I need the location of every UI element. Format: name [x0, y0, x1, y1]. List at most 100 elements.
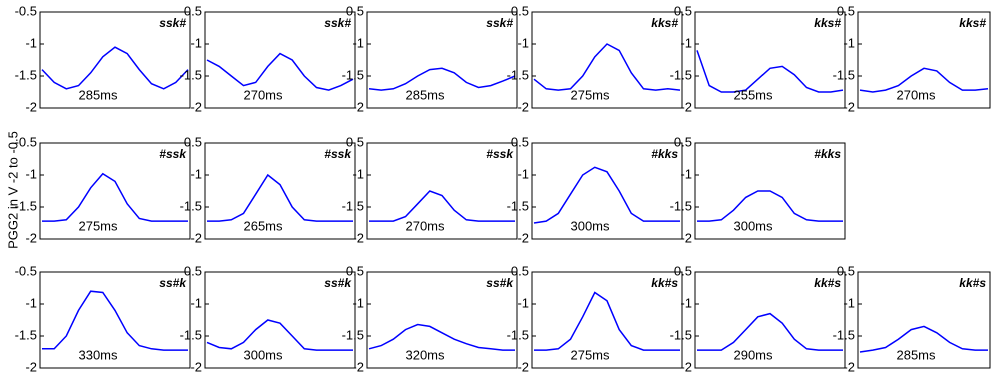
y-tick-label: -1: [25, 35, 37, 50]
panel-label: kk#s: [651, 276, 678, 290]
y-tick-label: -1: [190, 295, 202, 310]
duration-label: 275ms: [78, 218, 118, 233]
panel-label: kk#s: [959, 276, 986, 290]
y-tick-label: -2: [680, 359, 692, 374]
y-tick-label: -1: [352, 35, 364, 50]
y-tick-label: -1: [190, 35, 202, 50]
panel-frame: [39, 142, 191, 240]
panel-label: kk#s: [814, 276, 841, 290]
duration-label: 275ms: [570, 347, 610, 362]
y-tick-label: -1: [25, 295, 37, 310]
panel-frame: [204, 271, 356, 369]
line: [533, 166, 680, 224]
panel-label: #ssk: [324, 147, 352, 161]
y-tick-label: -0.5: [15, 134, 37, 149]
panel-label: ssk#: [324, 16, 351, 30]
y-tick-label: -0.5: [507, 263, 529, 278]
panel-frame: [366, 271, 518, 369]
y-tick-label: -0.5: [507, 134, 529, 149]
y-tick-label: -0.5: [670, 134, 692, 149]
panel-frame: [366, 142, 518, 240]
y-tick-label: -1.5: [342, 67, 364, 82]
panel-frame: [857, 271, 991, 369]
duration-label: 285ms: [896, 347, 936, 362]
y-tick-label: -1: [843, 35, 855, 50]
y-tick-label: -1.5: [180, 198, 202, 213]
y-tick-label: -1.5: [15, 327, 37, 342]
panel-label: #ssk: [486, 147, 514, 161]
line: [207, 173, 353, 222]
panel-label: #ssk: [159, 147, 187, 161]
y-tick-label: -1.5: [180, 327, 202, 342]
y-tick-label: -2: [517, 99, 529, 114]
y-tick-label: -2: [25, 359, 37, 374]
duration-label: 255ms: [733, 87, 773, 102]
y-tick-label: -0.5: [833, 3, 855, 18]
panel-label: ss#k: [486, 276, 514, 290]
panel-frame: [531, 11, 683, 109]
line: [42, 172, 188, 222]
y-tick-label: -2: [25, 230, 37, 245]
y-tick-label: -1.5: [507, 198, 529, 213]
duration-label: 290ms: [733, 347, 773, 362]
line: [534, 291, 680, 351]
line: [41, 46, 189, 90]
y-tick-label: -2: [25, 99, 37, 114]
y-tick-label: -2: [680, 99, 692, 114]
y-axis-label: PGG2 in V -2 to -0.5: [5, 131, 20, 249]
duration-label: 285ms: [78, 87, 118, 102]
panel-label: kks#: [651, 16, 678, 30]
y-tick-label: -1.5: [15, 67, 37, 82]
panel-frame: [39, 11, 191, 109]
duration-label: 300ms: [570, 218, 610, 233]
panel-frame: [204, 11, 356, 109]
y-tick-label: -1: [680, 295, 692, 310]
y-tick-label: -2: [190, 99, 202, 114]
y-tick-label: -0.5: [342, 3, 364, 18]
y-tick-label: -1: [680, 166, 692, 181]
y-tick-label: -2: [680, 230, 692, 245]
duration-label: 270ms: [896, 87, 936, 102]
y-tick-label: -1: [352, 295, 364, 310]
line: [697, 190, 843, 222]
y-tick-label: -1.5: [833, 327, 855, 342]
y-tick-label: -1.5: [670, 327, 692, 342]
line: [369, 190, 515, 222]
y-tick-label: -2: [517, 230, 529, 245]
panel-frame: [366, 11, 518, 109]
panel-label: ss#k: [324, 276, 352, 290]
panel-label: kks#: [814, 16, 841, 30]
panel-label: ss#k: [159, 276, 187, 290]
panel-frame: [531, 271, 683, 369]
y-tick-label: -2: [352, 99, 364, 114]
y-tick-label: -2: [843, 99, 855, 114]
y-tick-label: -0.5: [180, 263, 202, 278]
y-tick-label: -1: [25, 166, 37, 181]
y-tick-label: -1: [517, 166, 529, 181]
duration-label: 300ms: [243, 347, 283, 362]
y-tick-label: -0.5: [507, 3, 529, 18]
y-tick-label: -1.5: [342, 327, 364, 342]
y-tick-label: -2: [517, 359, 529, 374]
line: [859, 325, 988, 353]
line: [42, 290, 188, 351]
y-tick-label: -0.5: [833, 263, 855, 278]
y-tick-label: -2: [190, 230, 202, 245]
line: [368, 323, 515, 351]
y-tick-label: -0.5: [342, 263, 364, 278]
duration-label: 265ms: [243, 218, 283, 233]
duration-label: 320ms: [405, 347, 445, 362]
y-tick-label: -0.5: [180, 3, 202, 18]
panel-label: ssk#: [486, 16, 513, 30]
y-tick-label: -1.5: [670, 67, 692, 82]
line: [533, 43, 681, 91]
panel-label: #kks: [814, 147, 841, 161]
y-tick-label: -2: [190, 359, 202, 374]
panel-frame: [39, 271, 191, 369]
line: [206, 319, 353, 351]
y-tick-label: -1.5: [180, 67, 202, 82]
y-tick-label: -1.5: [507, 327, 529, 342]
y-tick-label: -2: [352, 230, 364, 245]
y-tick-label: -0.5: [180, 134, 202, 149]
line: [697, 312, 843, 351]
